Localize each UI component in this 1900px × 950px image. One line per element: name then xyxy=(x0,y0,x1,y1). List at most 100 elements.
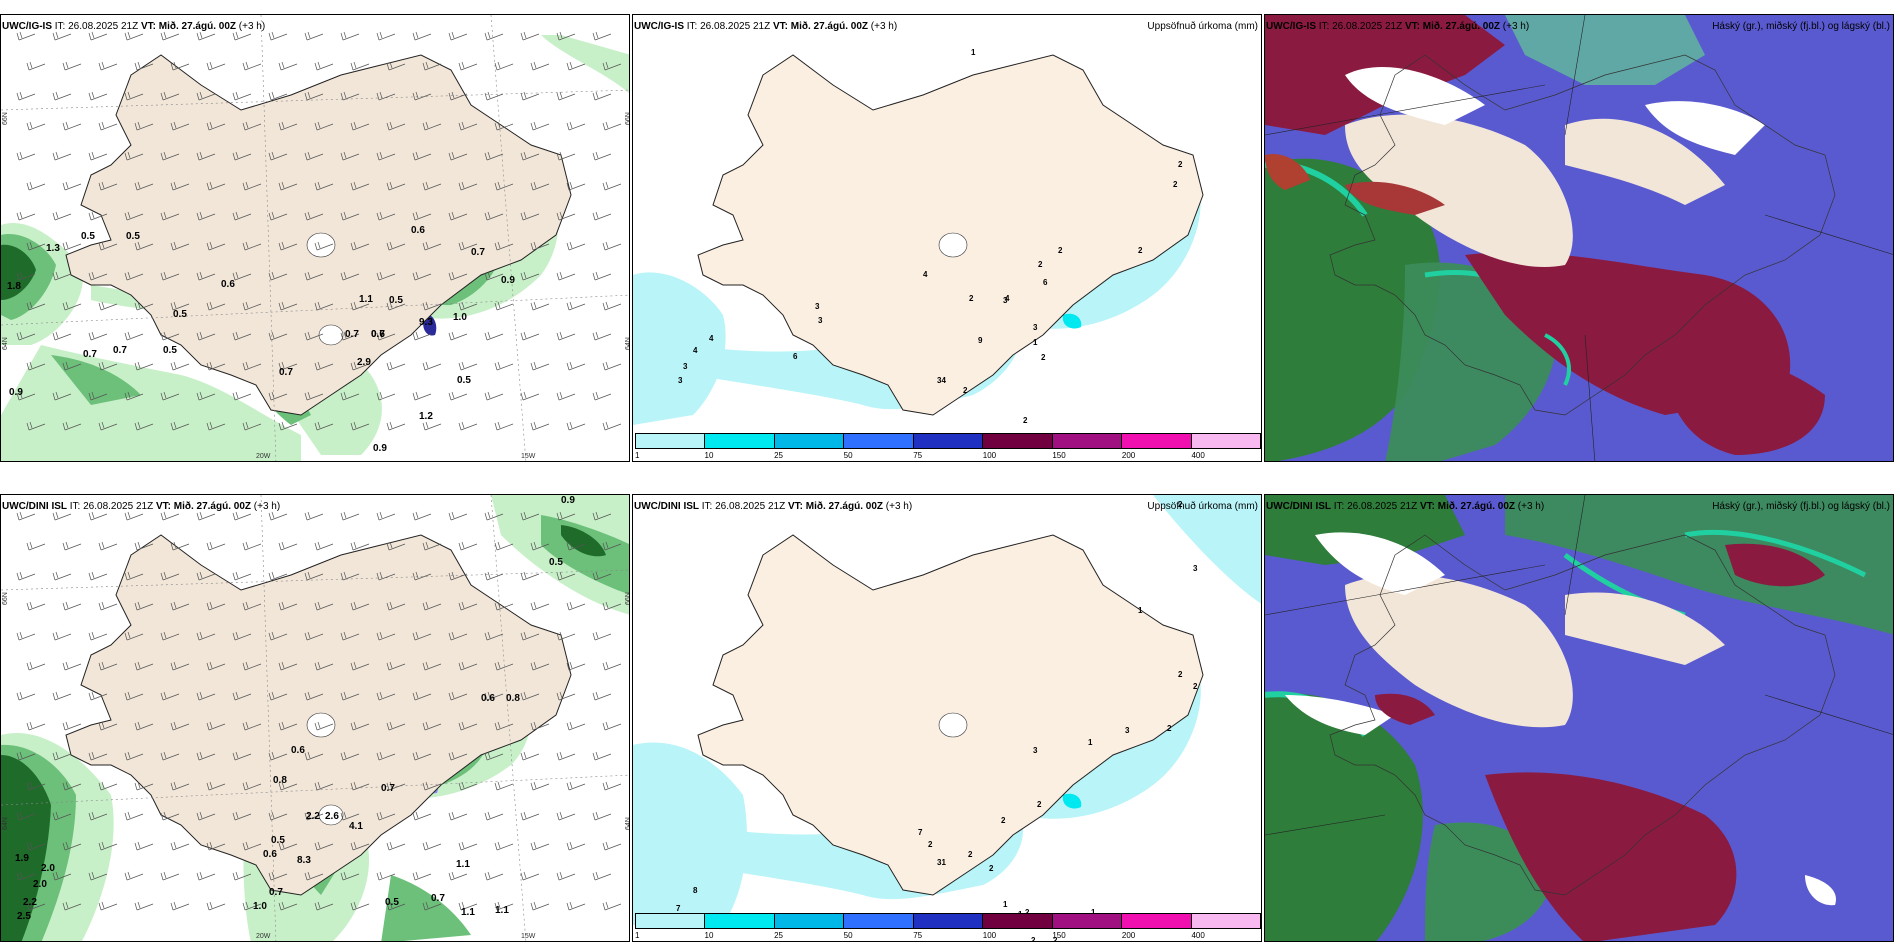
precip-value-labels: 0.9 0.5 0.6 0.8 0.6 0.8 0.7 2.2 2.6 4.1 8.3 0.5 0.6 1… xyxy=(15,495,575,922)
wind-barb xyxy=(304,511,324,521)
wind-barb xyxy=(412,571,432,581)
wind-barb xyxy=(458,121,478,131)
value-label: 2 xyxy=(1167,724,1172,733)
wind-barb xyxy=(458,781,478,791)
wind-barb xyxy=(196,211,216,221)
wind-barb xyxy=(206,901,226,911)
wind-barb xyxy=(602,421,622,431)
wind-barb xyxy=(566,301,586,311)
wind-barb xyxy=(98,721,118,731)
wind-barb xyxy=(448,91,468,101)
wind-barb xyxy=(124,151,144,161)
wind-barb xyxy=(520,511,540,521)
wind-barb xyxy=(340,391,360,401)
wind-barb xyxy=(232,91,252,101)
wind-barb xyxy=(52,331,72,341)
wind-barb xyxy=(340,331,360,341)
wind-barb xyxy=(412,31,432,41)
wind-barb xyxy=(376,511,396,521)
panel-accumulated-precip-dini: 23122231322722873121211221 UWC/DINI ISL … xyxy=(632,494,1262,942)
wind-barb xyxy=(350,361,370,371)
value-label: 0.6 xyxy=(371,329,385,340)
colorbar-swatch xyxy=(705,434,775,448)
wind-barb xyxy=(52,211,72,221)
wind-barb xyxy=(458,661,478,671)
wind-barb xyxy=(494,841,514,851)
wind-barb xyxy=(494,661,514,671)
value-label: 1.1 xyxy=(456,859,470,870)
wind-barb xyxy=(314,361,334,371)
wind-barb xyxy=(134,841,154,851)
wind-barb xyxy=(458,721,478,731)
wind-barb xyxy=(278,721,298,731)
wind-barb xyxy=(422,601,442,611)
value-label: 2.5 xyxy=(17,911,31,922)
wind-barb xyxy=(232,511,252,521)
value-label: 9.3 xyxy=(419,317,433,328)
wind-barb xyxy=(448,271,468,281)
wind-barb xyxy=(268,631,288,641)
value-label: 1.1 xyxy=(359,294,373,305)
value-label: 0.9 xyxy=(373,443,387,454)
wind-barb xyxy=(556,331,576,341)
wind-barb xyxy=(206,361,226,371)
wind-barb xyxy=(386,901,406,911)
wind-barb xyxy=(232,691,252,701)
wind-barb xyxy=(16,691,36,701)
wind-barb xyxy=(16,31,36,41)
wind-barb xyxy=(16,571,36,581)
value-label: 0.5 xyxy=(389,295,403,306)
wind-barb xyxy=(458,541,478,551)
wind-barb xyxy=(592,391,612,401)
wind-barb xyxy=(340,751,360,761)
wind-barb xyxy=(556,271,576,281)
wind-barb xyxy=(484,871,504,881)
wind-barb xyxy=(196,151,216,161)
wind-barb xyxy=(304,571,324,581)
wind-barb xyxy=(134,181,154,191)
wind-barb xyxy=(376,691,396,701)
wind-barb xyxy=(52,511,72,521)
wind-barb xyxy=(160,91,180,101)
wind-barb xyxy=(556,511,576,521)
wind-barb xyxy=(350,661,370,671)
wind-barb xyxy=(314,781,334,791)
value-label: 34 xyxy=(937,376,946,385)
value-label: 4 xyxy=(923,270,928,279)
wind-barb xyxy=(602,181,622,191)
wind-barb xyxy=(134,361,154,371)
wind-barb xyxy=(484,391,504,401)
wind-barb xyxy=(592,871,612,881)
wind-barb xyxy=(448,151,468,161)
value-label: 3 xyxy=(1003,296,1008,305)
wind-barb xyxy=(350,841,370,851)
wind-barb xyxy=(376,811,396,821)
wind-barb xyxy=(52,631,72,641)
wind-barb xyxy=(206,61,226,71)
wind-barb xyxy=(278,361,298,371)
value-label: 6 xyxy=(793,352,798,361)
panel-precip-wind-igis: 0.5 0.5 1.3 1.8 0.7 0.7 0.5 0.9 0.6 0.5 0.7 2.9 0.7 0… xyxy=(0,14,630,462)
wind-barb xyxy=(602,301,622,311)
panel-title: UWC/IG-IS IT: 26.08.2025 21Z VT: Mið. 27… xyxy=(634,21,898,32)
wind-barb xyxy=(412,751,432,761)
precip-colorbar xyxy=(635,433,1261,449)
wind-barb xyxy=(196,811,216,821)
wind-barb xyxy=(448,811,468,821)
wind-barb xyxy=(350,61,370,71)
wind-barb xyxy=(232,211,252,221)
wind-barb xyxy=(242,421,262,431)
wind-barb xyxy=(386,181,406,191)
wind-barb xyxy=(242,841,262,851)
value-label: 0.9 xyxy=(9,387,23,398)
wind-barb xyxy=(160,751,180,761)
wind-barb xyxy=(592,91,612,101)
value-label: 1.1 xyxy=(461,907,475,918)
wind-barb xyxy=(484,331,504,341)
wind-barb xyxy=(278,301,298,311)
wind-barb xyxy=(16,331,36,341)
wind-barb xyxy=(170,541,190,551)
lat-label-64n: 64N xyxy=(625,337,630,350)
wind-barb xyxy=(268,751,288,761)
wind-barb xyxy=(16,871,36,881)
